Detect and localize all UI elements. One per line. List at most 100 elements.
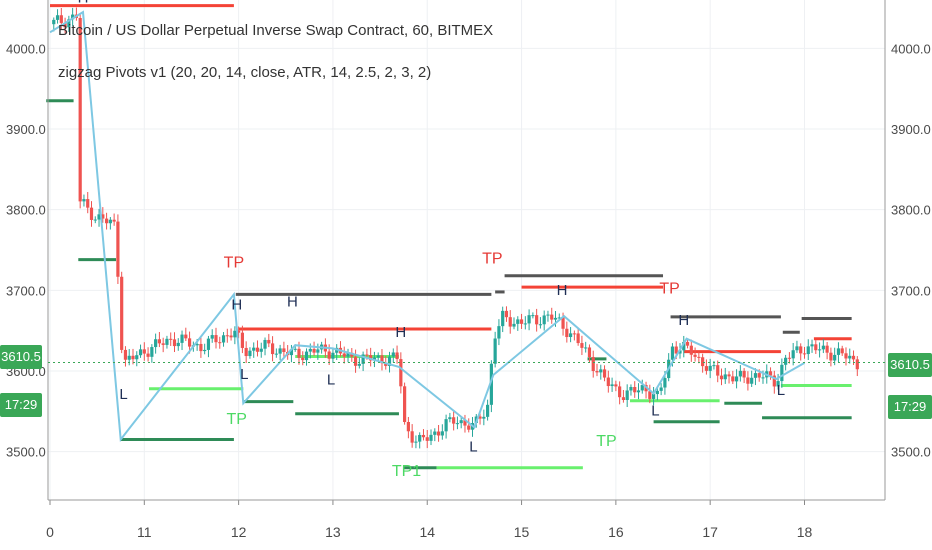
candle-body (255, 347, 260, 352)
candle-body (606, 377, 610, 387)
candle-body (187, 338, 192, 347)
candle-body (376, 355, 380, 358)
pivot-label-high: H (557, 282, 568, 299)
candle-body (467, 425, 471, 430)
candle-body (93, 219, 97, 221)
candle-body (693, 354, 697, 357)
candle-body (833, 354, 837, 361)
candle-body (636, 390, 641, 393)
candle-body (78, 18, 82, 202)
candle-body (308, 348, 312, 352)
candle-body (584, 347, 588, 349)
candle-body (576, 333, 580, 344)
candle-body (542, 315, 546, 325)
candle-body (146, 353, 150, 357)
candle-body (108, 219, 112, 224)
candle-body (142, 349, 146, 354)
candle-body (135, 355, 139, 360)
x-tick-label: 15 (514, 524, 530, 540)
x-tick-label: 16 (608, 524, 624, 540)
candle-body (610, 384, 614, 387)
candle-body (169, 338, 173, 340)
candle-body (806, 346, 810, 355)
candle-body (120, 276, 124, 350)
left-current-price: 3610.5 (0, 345, 42, 369)
y-tick-label-right: 4000.0 (891, 41, 931, 56)
candle-body (199, 343, 203, 352)
candle-body (682, 341, 686, 351)
candle-body (55, 15, 60, 20)
candle-body (810, 344, 814, 347)
indicator-legend[interactable]: zigzag Pivots v1 (20, 20, 14, close, ATR… (58, 64, 432, 81)
candle-body (184, 334, 188, 339)
candle-body (267, 339, 271, 344)
candle-body (587, 347, 592, 358)
grid (48, 0, 885, 500)
candle-body (229, 335, 233, 338)
candle-body (274, 353, 278, 355)
x-tick-label: 17 (702, 524, 718, 540)
pivot-label-tp-low: TP1 (392, 463, 421, 480)
candle-body (270, 343, 275, 355)
candle-body (403, 386, 407, 423)
candle-body (150, 347, 154, 357)
candle-body (195, 343, 199, 346)
left-countdown: 17:29 (0, 393, 42, 417)
candle-body (418, 434, 422, 442)
candle-body (531, 315, 535, 317)
candle-body (674, 346, 678, 354)
pivot-label-high: H (78, 0, 89, 6)
candle-body (580, 343, 584, 348)
candle-body (689, 345, 693, 355)
candle-body (327, 351, 331, 359)
candle-body (651, 394, 656, 399)
x-tick-label: 13 (325, 524, 341, 540)
candle-body (63, 22, 67, 28)
candle-body (742, 370, 746, 378)
candle-body (244, 347, 248, 357)
candle-body (157, 339, 162, 344)
candle-body (387, 356, 392, 366)
candle-body (342, 353, 346, 357)
candle-body (395, 352, 399, 360)
candle-body (595, 371, 599, 373)
candle-body (701, 357, 705, 367)
candle-body (723, 374, 727, 380)
candle-body (278, 348, 282, 354)
candle-body (240, 332, 244, 348)
candle-body (353, 356, 358, 366)
candle-body (127, 355, 131, 360)
candle-body (557, 317, 561, 319)
x-tick-label: 11 (137, 524, 152, 540)
y-tick-label-left: 3900.0 (6, 122, 46, 137)
x-tick-label: 12 (231, 524, 247, 540)
pivot-label-tp-low: TP (227, 411, 247, 428)
candle-body (421, 434, 426, 438)
candle-body (459, 420, 463, 424)
candle-body (836, 348, 841, 355)
pivot-label-tp-high: TP (659, 281, 679, 298)
candle-body (89, 207, 94, 220)
pivot-label-tp-low: TP (596, 433, 616, 450)
candle-body (346, 352, 350, 357)
candle-body (493, 338, 497, 364)
candle-body (436, 431, 441, 436)
candle-body (259, 348, 263, 352)
candle-body (568, 333, 573, 338)
candle-body (248, 350, 252, 357)
candle-body (433, 431, 437, 435)
candle-body (123, 349, 128, 360)
candle-body (625, 390, 629, 400)
pivot-label-high: H (678, 312, 689, 329)
candles (52, 7, 859, 449)
candle-body (708, 365, 712, 371)
candle-body (550, 314, 554, 320)
candle-body (501, 310, 505, 327)
candle-body (508, 317, 512, 327)
candle-body (629, 387, 633, 391)
pivot-label-low: L (119, 386, 127, 403)
candle-body (52, 19, 56, 25)
candle-body (780, 364, 784, 382)
